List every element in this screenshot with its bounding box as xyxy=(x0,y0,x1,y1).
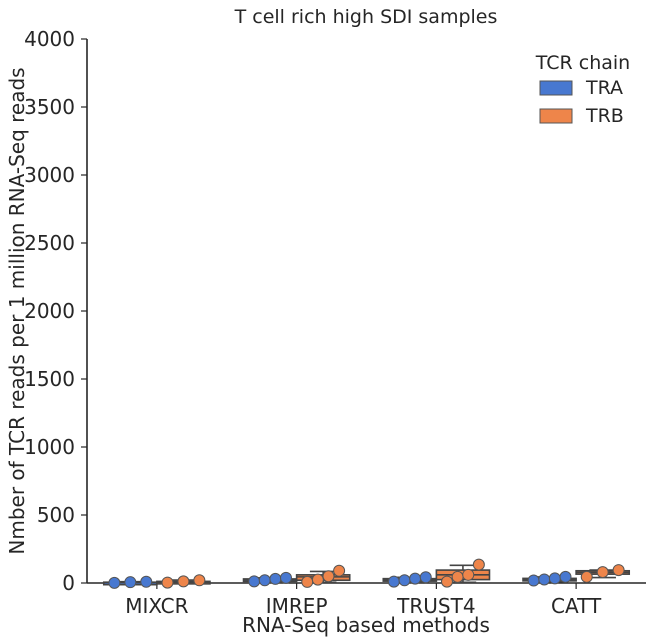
data-point-tra xyxy=(398,574,411,587)
data-point-trb xyxy=(612,564,625,577)
x-tick-labels: MIXCR IMREP TRUST4 CATT xyxy=(125,583,602,618)
data-point-trb xyxy=(580,570,593,583)
y-tick-labels: 0 500 1000 1500 2000 2500 3000 3500 4000 xyxy=(24,27,87,595)
y-tick-label: 500 xyxy=(37,503,75,527)
data-point-tra xyxy=(409,572,422,585)
data-point-tra xyxy=(527,574,540,587)
y-tick-label: 0 xyxy=(62,571,75,595)
data-point-trb xyxy=(177,575,190,588)
x-axis-label: RNA-Seq based methods xyxy=(242,613,490,637)
y-tick-label: 2500 xyxy=(24,231,75,255)
y-tick-label: 4000 xyxy=(24,27,75,51)
y-tick-label: 1000 xyxy=(24,435,75,459)
legend: TCR chain TRA TRB xyxy=(535,52,630,127)
data-point-tra xyxy=(548,572,561,585)
data-point-trb xyxy=(311,573,324,586)
data-point-tra xyxy=(419,571,432,584)
data-point-tra xyxy=(248,575,261,588)
chart-title: T cell rich high SDI samples xyxy=(234,6,498,28)
legend-title: TCR chain xyxy=(535,52,630,74)
data-point-trb xyxy=(322,570,335,583)
data-point-tra xyxy=(280,571,293,584)
data-point-trb xyxy=(462,568,475,581)
x-tick-label: TRUST4 xyxy=(396,594,475,618)
data-point-trb xyxy=(301,575,314,588)
y-tick-label: 1500 xyxy=(24,367,75,391)
data-point-trb xyxy=(596,566,609,579)
y-tick-label: 3000 xyxy=(24,163,75,187)
data-point-tra xyxy=(258,574,271,587)
legend-swatch-trb xyxy=(539,108,573,124)
data-point-tra xyxy=(559,570,572,583)
y-axis-label: Nmber of TCR reads per 1 million RNA-Seq… xyxy=(5,67,29,554)
data-point-trb xyxy=(451,570,464,583)
data-point-trb xyxy=(161,576,174,589)
legend-label-tra: TRA xyxy=(585,77,623,99)
data-point-trb xyxy=(472,558,485,571)
sample-points xyxy=(108,558,625,589)
x-tick-label: CATT xyxy=(551,594,602,618)
data-point-tra xyxy=(269,572,282,585)
data-point-tra xyxy=(538,573,551,586)
legend-label-trb: TRB xyxy=(585,105,624,127)
data-point-tra xyxy=(124,576,137,589)
data-point-tra xyxy=(108,576,121,589)
data-point-tra xyxy=(387,575,400,588)
data-point-tra xyxy=(140,575,153,588)
legend-swatch-tra xyxy=(539,80,573,96)
data-point-trb xyxy=(193,574,206,587)
data-point-trb xyxy=(333,564,346,577)
data-point-trb xyxy=(440,575,453,588)
x-tick-label: MIXCR xyxy=(125,594,188,618)
y-tick-label: 2000 xyxy=(24,299,75,323)
y-tick-label: 3500 xyxy=(24,95,75,119)
x-tick-label: IMREP xyxy=(266,594,328,618)
